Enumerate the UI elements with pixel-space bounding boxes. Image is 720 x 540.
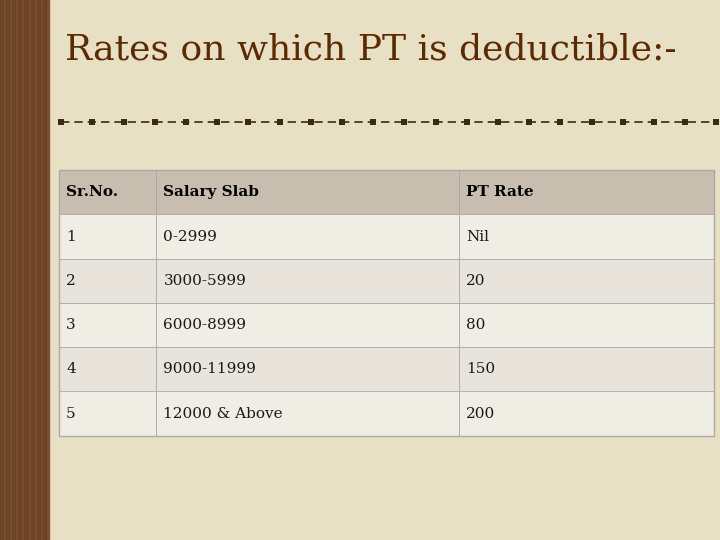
Bar bbox=[59, 303, 156, 347]
Text: 150: 150 bbox=[466, 362, 495, 376]
Bar bbox=[59, 392, 156, 436]
Bar bbox=[156, 392, 459, 436]
Text: 12000 & Above: 12000 & Above bbox=[163, 407, 283, 421]
Bar bbox=[459, 347, 714, 392]
Bar bbox=[156, 303, 459, 347]
Bar bbox=[59, 259, 156, 303]
Bar bbox=[59, 170, 714, 436]
Text: 5: 5 bbox=[66, 407, 76, 421]
Text: 2: 2 bbox=[66, 274, 76, 288]
Bar bbox=[459, 170, 714, 214]
Text: 3000-5999: 3000-5999 bbox=[163, 274, 246, 288]
Bar bbox=[156, 170, 459, 214]
Text: 9000-11999: 9000-11999 bbox=[163, 362, 256, 376]
Text: 1: 1 bbox=[66, 230, 76, 244]
Bar bbox=[459, 214, 714, 259]
Bar bbox=[459, 259, 714, 303]
Bar bbox=[459, 303, 714, 347]
Text: 3: 3 bbox=[66, 318, 76, 332]
Text: 80: 80 bbox=[466, 318, 485, 332]
Text: 6000-8999: 6000-8999 bbox=[163, 318, 246, 332]
Text: PT Rate: PT Rate bbox=[466, 185, 534, 199]
Bar bbox=[459, 392, 714, 436]
Text: Salary Slab: Salary Slab bbox=[163, 185, 259, 199]
Text: 4: 4 bbox=[66, 362, 76, 376]
Bar bbox=[59, 214, 156, 259]
Text: Sr.No.: Sr.No. bbox=[66, 185, 118, 199]
Text: 20: 20 bbox=[466, 274, 485, 288]
Text: Rates on which PT is deductible:-: Rates on which PT is deductible:- bbox=[65, 32, 676, 66]
Bar bbox=[59, 347, 156, 392]
Text: Nil: Nil bbox=[466, 230, 489, 244]
Bar bbox=[156, 214, 459, 259]
Bar bbox=[156, 347, 459, 392]
Bar bbox=[59, 170, 156, 214]
Bar bbox=[156, 259, 459, 303]
Text: 200: 200 bbox=[466, 407, 495, 421]
Text: 0-2999: 0-2999 bbox=[163, 230, 217, 244]
